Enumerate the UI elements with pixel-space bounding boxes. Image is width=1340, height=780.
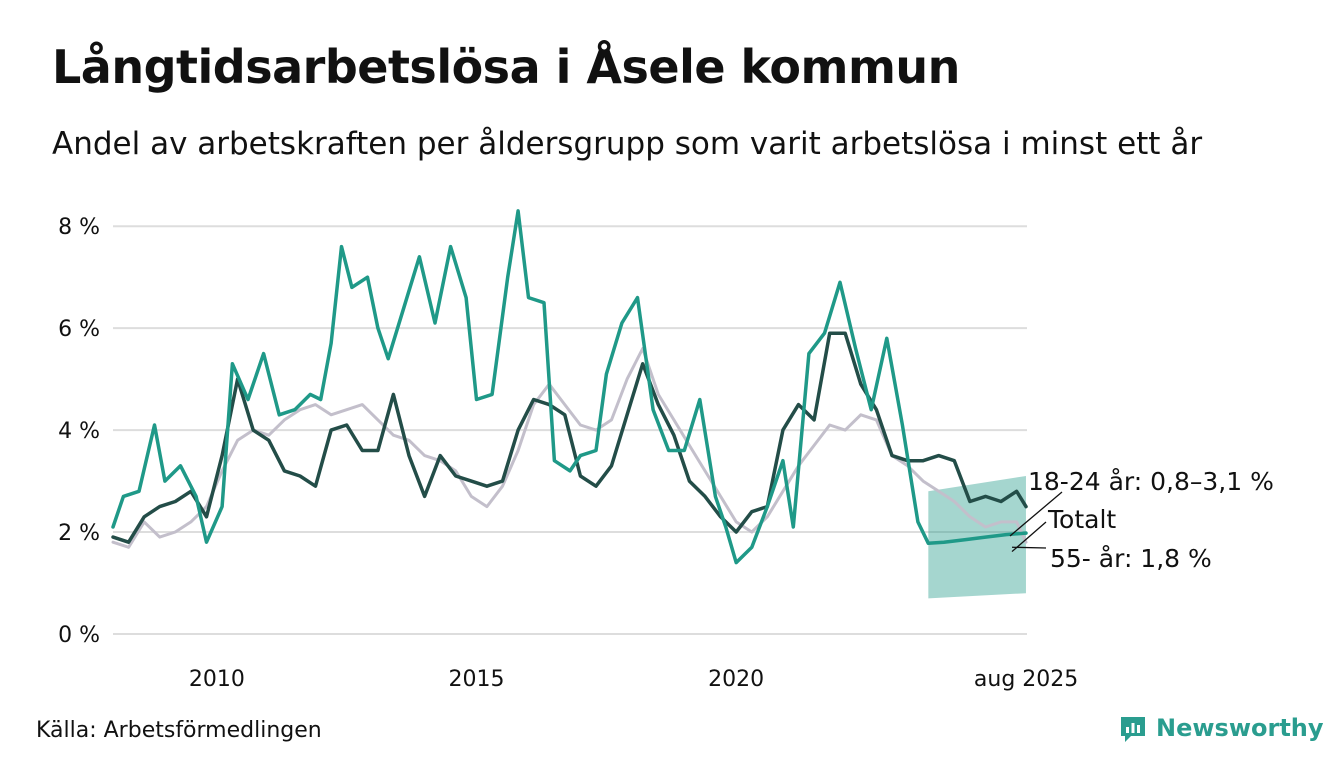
x-axis-ticks: 2010 2015 2020 aug 2025 — [189, 667, 1078, 692]
brand-logo: Newsworthy — [1118, 713, 1324, 743]
newsworthy-logo-icon — [1121, 717, 1145, 742]
chart-subtitle: Andel av arbetskraften per åldersgrupp s… — [52, 126, 1203, 162]
series-line-young — [111, 209, 1028, 565]
series-label-total: Totalt — [1047, 505, 1116, 534]
y-tick-label: 2 % — [58, 521, 100, 546]
y-tick-label: 6 % — [58, 317, 100, 342]
series-label-young: 18-24 år: 0,8–3,1 % — [1028, 467, 1274, 496]
label-leader-total — [1011, 521, 1047, 553]
y-tick-label: 4 % — [58, 419, 100, 444]
source-note: Källa: Arbetsförmedlingen — [36, 718, 322, 743]
series-line-total — [111, 331, 1028, 544]
x-tick-label: 2020 — [708, 667, 764, 692]
series-lines — [111, 209, 1028, 565]
x-tick-label: 2010 — [189, 667, 245, 692]
series-label-old: 55- år: 1,8 % — [1050, 544, 1212, 573]
y-tick-label: 8 % — [58, 215, 100, 240]
chart-title: Långtidsarbetslösa i Åsele kommun — [52, 40, 960, 94]
brand-name: Newsworthy — [1156, 714, 1324, 742]
label-leader-old — [1011, 546, 1047, 549]
x-tick-label: 2015 — [449, 667, 505, 692]
series-line-old — [111, 347, 1028, 549]
x-tick-label: aug 2025 — [974, 667, 1078, 692]
label-leader-young — [1009, 491, 1063, 537]
series-labels: 18-24 år: 0,8–3,1 % Totalt 55- år: 1,8 % — [1009, 467, 1274, 573]
y-axis-ticks: 0 % 2 % 4 % 6 % 8 % — [58, 215, 100, 648]
y-tick-label: 0 % — [58, 623, 100, 648]
